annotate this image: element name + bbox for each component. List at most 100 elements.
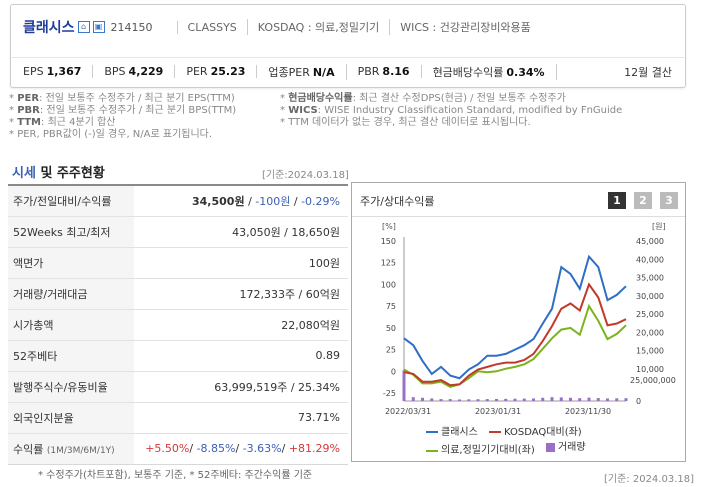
table-row: 액면가 100원 [8, 246, 348, 278]
legend-item[interactable]: 클래시스 [426, 425, 478, 440]
table-row: 발행주식수/유동비율 63,999,519주 / 25.34% [8, 370, 348, 402]
metric-item: PBR 8.16 [358, 65, 422, 78]
english-name: CLASSYS [176, 20, 237, 34]
price-change-pct: -0.29% [301, 194, 340, 208]
settlement-month: 12월 결산 [624, 65, 672, 79]
metric-value: 8.16 [382, 65, 410, 78]
market-classification: KOSDAQ : 의료,정밀기기 [246, 19, 379, 35]
volume-bar [476, 399, 480, 401]
legend-item[interactable]: KOSDAQ대비(좌) [489, 425, 582, 440]
volume-bar [439, 399, 443, 401]
chart-page-1[interactable]: 1 [608, 192, 626, 209]
note-text: : 전일 보통주 수정주가 / 최근 분기 EPS(TTM) [39, 93, 235, 104]
y-left-tick-label: 50 [386, 324, 396, 333]
note-line: * 현금배당수익률: 최근 결산 수정DPS(현금) / 전일 보통주 수정주가 [280, 93, 566, 104]
metric-value: 0.34% [506, 65, 545, 79]
section-title: 시세 및 주주현황 [12, 162, 105, 181]
metric-value: 4,229 [128, 65, 164, 78]
note-text: PER, PBR값이 (-)일 경우, N/A로 표기됩니다. [17, 129, 213, 140]
volume-bar [522, 398, 526, 401]
volume-bar [624, 398, 628, 401]
company-name[interactable]: 클래시스 [23, 20, 75, 36]
metric-label: PBR [357, 65, 380, 78]
metric-label: EPS [23, 65, 44, 78]
volume-bar [430, 398, 434, 401]
y-left-tick-label: 75 [386, 302, 396, 311]
row-value: 22,080억원 [134, 308, 348, 340]
building-icon[interactable]: ▣ [92, 21, 105, 33]
left-axis-unit: [%] [382, 222, 396, 231]
row-label: 52Weeks 최고/최저 [8, 215, 134, 247]
volume-bar [569, 397, 572, 401]
note-line: * PBR: 전일 보통주 수정주가 / 최근 분기 BPS(TTM) [9, 105, 237, 116]
row-label: 수익률 (1M/3M/6M/1Y) [8, 432, 134, 465]
volume-tick-label: 25,000,000 [630, 376, 676, 385]
company-header: 클래시스 ⌂ ▣ 214150 CLASSYS KOSDAQ : 의료,정밀기기… [10, 4, 686, 88]
chart-base-date: [기준: 2024.03.18] [604, 474, 695, 485]
volume-bar [467, 399, 471, 401]
x-tick-label: 2023/01/31 [475, 407, 521, 416]
volume-bar [587, 397, 591, 401]
volume-bar [578, 398, 582, 401]
chart-plot: [%] [원] 150 125 100 75 50 25 0 -25 45,000 40,000 35,… [381, 222, 676, 416]
legend-item[interactable]: 의료,정밀기기대비(좌) [426, 443, 535, 458]
series-line [403, 254, 627, 380]
table-row: 시가총액 22,080억원 [8, 308, 348, 340]
table-row: 거래량/거래대금 172,333주 / 60억원 [8, 277, 348, 309]
home-icon[interactable]: ⌂ [77, 21, 90, 33]
base-date: [기준:2024.03.18] [262, 170, 349, 181]
return-value: +5.50% [145, 442, 190, 455]
row-label: 발행주식수/유동비율 [8, 370, 134, 402]
table-row: 52주베타 0.89 [8, 339, 348, 371]
y-right-tick-label: 10,000 [636, 365, 664, 374]
metric-item: 업종PER N/A [268, 63, 347, 80]
note-line: * PER: 전일 보통주 수정주가 / 최근 분기 EPS(TTM) [9, 93, 235, 104]
note-line: * WICS: WISE Industry Classification Sta… [280, 105, 623, 116]
section-title-highlight: 시세 [12, 166, 36, 181]
note-text: : WISE Industry Classification Standard,… [317, 105, 623, 116]
row-label: 주가/전일대비/수익률 [8, 184, 134, 216]
notes-right: * 현금배당수익률: 최근 결산 수정DPS(현금) / 전일 보통주 수정주가… [280, 93, 622, 129]
row-value: 63,999,519주 / 25.34% [134, 370, 348, 402]
y-left-tick-label: 0 [391, 367, 396, 376]
y-left-tick-label: 125 [381, 259, 396, 268]
note-text: : 최근 결산 수정DPS(현금) / 전일 보통주 수정주가 [352, 93, 566, 104]
note-key: TTM [17, 117, 42, 128]
y-left-tick-label: 150 [381, 237, 396, 246]
notes-left: * PER: 전일 보통주 수정주가 / 최근 분기 EPS(TTM) * PBR… [9, 93, 236, 141]
row-value: 100원 [134, 246, 348, 278]
volume-bar [513, 398, 517, 401]
price-change: -100원 [255, 194, 291, 208]
legend-label: 클래시스 [441, 426, 478, 438]
chart-page-3[interactable]: 3 [660, 192, 678, 209]
x-tick-label: 2023/11/30 [565, 407, 611, 416]
row-label: 액면가 [8, 246, 134, 278]
y-left-tick-label: 100 [381, 280, 396, 289]
metric-label: 업종PER [268, 65, 310, 79]
return-periods: (1M/3M/6M/1Y) [46, 445, 115, 456]
return-value: -3.63% [242, 442, 282, 455]
chart-header: 주가/상대수익률 1 2 3 [352, 183, 685, 217]
y-right-tick-label: 40,000 [636, 255, 664, 264]
row-value: 0.89 [134, 339, 348, 371]
metric-item: EPS 1,367 [23, 65, 94, 78]
y-right-tick-label: 30,000 [636, 292, 664, 301]
series-line [403, 282, 627, 387]
metric-value: N/A [312, 65, 335, 79]
metric-item: 현금배당수익률 0.34% [433, 63, 557, 80]
metric-value: 1,367 [46, 65, 82, 78]
chart-panel: 주가/상대수익률 1 2 3 [%] [원] 150 125 100 75 50 25 0 -25… [351, 182, 686, 462]
legend-item[interactable]: 거래량 [545, 440, 586, 455]
chart-page-2[interactable]: 2 [634, 192, 652, 209]
legend-label: 의료,정밀기기대비(좌) [441, 445, 535, 456]
table-row: 주가/전일대비/수익률 34,500원 / -100원 / -0.29% [8, 184, 348, 216]
volume-bar [402, 370, 406, 401]
wics-classification: WICS : 건강관리장비와용품 [389, 19, 531, 35]
volume-bar [448, 399, 452, 401]
row-label: 외국인지분율 [8, 401, 134, 433]
row-label: 시가총액 [8, 308, 134, 340]
row-label: 52주베타 [8, 339, 134, 371]
volume-bar [495, 398, 498, 401]
note-key: 현금배당수익률 [288, 93, 353, 104]
volume-bar [596, 398, 600, 401]
